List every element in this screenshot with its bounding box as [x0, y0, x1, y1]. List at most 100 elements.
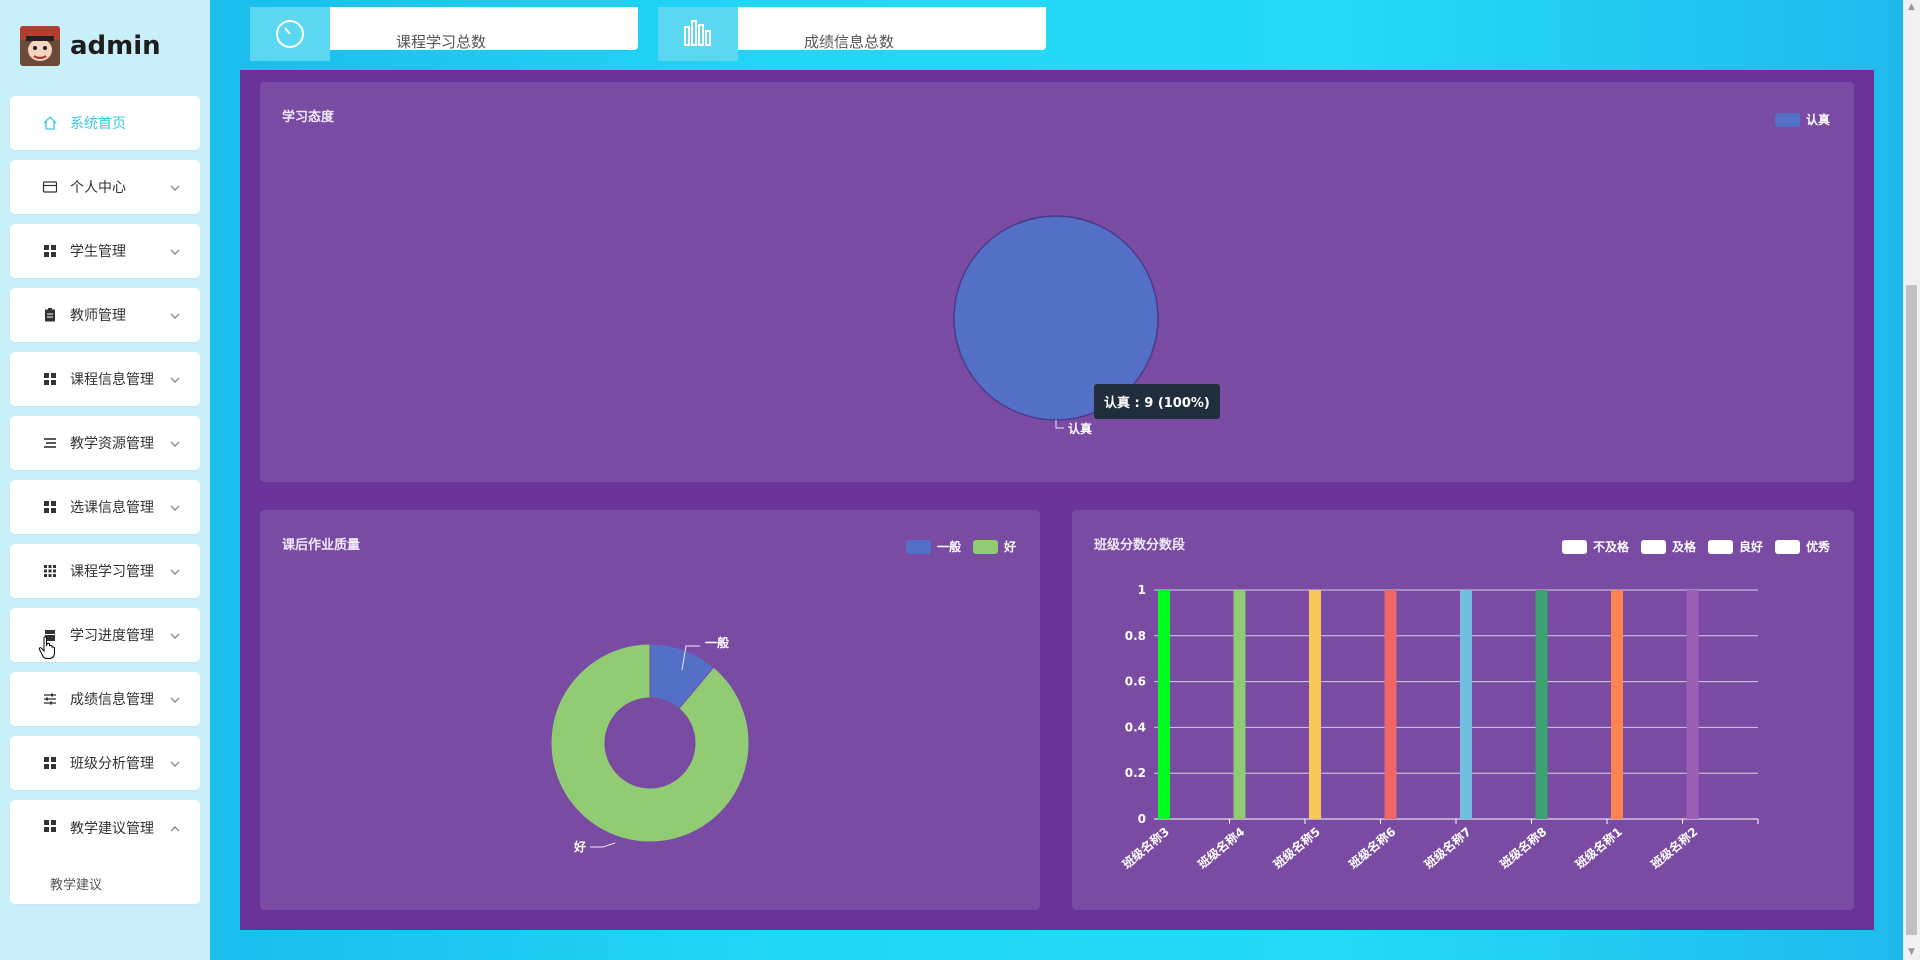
grid-icon	[42, 755, 58, 771]
sidebar-item-label: 成绩信息管理	[70, 692, 154, 708]
donut-label-line	[681, 645, 700, 671]
submenu-item-teaching-advice[interactable]: 教学建议	[50, 878, 103, 893]
homework-donut-svg: 一般 好	[550, 635, 750, 854]
scroll-thumb[interactable]	[1906, 285, 1917, 935]
sidebar-item-label: 课程信息管理	[70, 372, 154, 388]
chart-title: 学习态度	[282, 110, 335, 125]
chart-title: 课后作业质量	[282, 538, 361, 553]
legend-item[interactable]: 好	[972, 538, 1016, 555]
legend-label: 一般	[936, 540, 961, 554]
y-tick-label: 0	[1138, 812, 1146, 826]
sidebar-item-label: 课程学习管理	[70, 564, 154, 580]
username: admin	[70, 31, 161, 61]
page-scrollbar[interactable]: ▲ ▼	[1903, 0, 1920, 960]
donut-slice-0[interactable]	[649, 643, 715, 710]
hand-cursor-icon	[38, 636, 55, 659]
donut-label: 好	[573, 839, 586, 854]
bar[interactable]	[1460, 590, 1472, 819]
stat-label: 课程学习总数	[396, 33, 487, 51]
legend-item[interactable]: 认真	[1774, 111, 1830, 128]
legend-item[interactable]: 优秀	[1774, 538, 1830, 555]
x-tick-label: 班级名称2	[1648, 824, 1701, 872]
legend-label: 不及格	[1592, 540, 1629, 554]
wallet-icon	[42, 179, 58, 195]
stat-card-grades: 成绩信息总数	[658, 7, 1046, 61]
chart-legend: 一般 好	[894, 538, 1016, 555]
grid-icon	[42, 371, 58, 387]
sidebar-item-label: 个人中心	[70, 180, 126, 196]
legend-swatch	[1561, 539, 1587, 554]
bar[interactable]	[1686, 590, 1699, 819]
x-tick-label: 班级名称3	[1119, 824, 1172, 872]
sidebar-item-teaching-advice[interactable]: 教学建议管理 教学建议	[10, 800, 200, 904]
sidebar-item-label: 学生管理	[70, 244, 126, 260]
legend-label: 及格	[1671, 540, 1696, 554]
pie-label-line	[1055, 420, 1064, 429]
legend-swatch	[1774, 539, 1800, 554]
sidebar-item-course-study[interactable]: 课程学习管理	[10, 544, 200, 598]
chevron-down-icon	[170, 244, 180, 260]
sidebar-item-class-analysis[interactable]: 班级分析管理	[10, 736, 200, 790]
x-tick-label: 班级名称8	[1497, 824, 1550, 872]
grid-icon	[42, 243, 58, 259]
bar[interactable]	[1233, 590, 1246, 819]
sidebar-item-personal[interactable]: 个人中心	[10, 160, 200, 214]
legend-item[interactable]: 一般	[905, 538, 961, 555]
sidebar-item-label: 教学资源管理	[70, 436, 154, 452]
avatar[interactable]	[20, 26, 60, 66]
sidebar-item-course-selection[interactable]: 选课信息管理	[10, 480, 200, 534]
legend-swatch	[905, 539, 931, 554]
sidebar-item-home[interactable]: 系统首页	[10, 96, 200, 150]
sidebar-item-label: 学习进度管理	[70, 628, 154, 644]
chevron-up-icon	[170, 820, 180, 836]
chevron-down-icon	[170, 180, 180, 196]
y-tick-label: 1	[1138, 583, 1146, 597]
scroll-down-arrow-icon[interactable]: ▼	[1908, 947, 1915, 957]
bar-chart-icon	[658, 7, 738, 61]
pie-label: 认真	[1068, 421, 1092, 436]
list-icon	[42, 435, 58, 451]
y-tick-label: 0.2	[1125, 766, 1146, 780]
sidebar-item-teachers[interactable]: 教师管理	[10, 288, 200, 342]
apps-icon	[42, 563, 58, 579]
sidebar-item-students[interactable]: 学生管理	[10, 224, 200, 278]
legend-label: 优秀	[1805, 540, 1830, 554]
chevron-down-icon	[170, 308, 180, 324]
dashboard-panel: 学习态度 认真 认真 认真 : 9 (100%) 课后作业质量 一般 好	[240, 70, 1874, 930]
timer-icon	[250, 7, 330, 61]
sidebar: admin 系统首页 个人中心 学生管理 教师管理	[0, 0, 210, 960]
chart-legend: 不及格 及格 良好 优秀	[1550, 538, 1830, 555]
sidebar-item-label: 系统首页	[70, 116, 126, 132]
bar[interactable]	[1611, 590, 1623, 819]
legend-swatch	[972, 539, 998, 554]
x-tick-label: 班级名称4	[1195, 824, 1248, 872]
sidebar-menu: 系统首页 个人中心 学生管理 教师管理 课程信	[10, 96, 200, 914]
sidebar-item-course-info[interactable]: 课程信息管理	[10, 352, 200, 406]
legend-item[interactable]: 不及格	[1561, 538, 1629, 555]
bar[interactable]	[1158, 590, 1170, 819]
chevron-down-icon	[170, 372, 180, 388]
donut-slice-1[interactable]	[550, 643, 750, 843]
sidebar-item-grades[interactable]: 成绩信息管理	[10, 672, 200, 726]
legend-item[interactable]: 良好	[1707, 538, 1763, 555]
y-tick-label: 0.4	[1125, 720, 1146, 734]
y-tick-label: 0.6	[1125, 675, 1146, 689]
class-score-chart-card: 班级分数分数段 不及格 及格 良好 优秀 0 0.2 0.4 0.6 0.8 1 班级名称3…	[1072, 510, 1854, 910]
scroll-up-arrow-icon[interactable]: ▲	[1908, 2, 1915, 12]
bar[interactable]	[1309, 590, 1321, 819]
bar[interactable]	[1535, 590, 1548, 819]
sidebar-item-teaching-resources[interactable]: 教学资源管理	[10, 416, 200, 470]
bar[interactable]	[1384, 590, 1397, 819]
chevron-down-icon	[170, 628, 180, 644]
y-tick-label: 0.8	[1125, 629, 1146, 643]
legend-swatch	[1640, 539, 1666, 554]
donut-label-line	[590, 842, 616, 848]
legend-item[interactable]: 及格	[1640, 538, 1696, 555]
homework-chart-card: 课后作业质量 一般 好 一般 好	[260, 510, 1040, 910]
stat-card-course-study: 课程学习总数	[250, 7, 638, 61]
legend-label: 好	[1003, 540, 1016, 554]
chart-tooltip: 认真 : 9 (100%)	[1094, 384, 1220, 419]
home-icon	[42, 115, 58, 131]
calendar-icon	[42, 627, 58, 643]
legend-label: 良好	[1738, 540, 1763, 554]
